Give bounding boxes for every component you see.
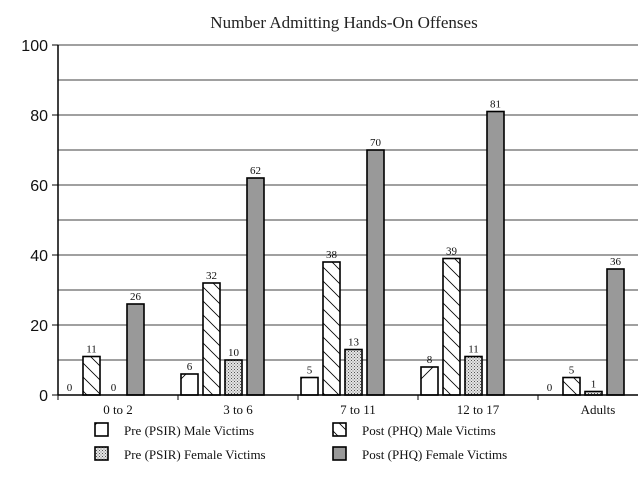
bars: 0 11 0 26 6 32 10 62 5 38 13 70 8 39 11 81 0 5 1 36 (67, 99, 625, 396)
bar (344, 348, 363, 396)
x-tick-label: Adults (581, 402, 616, 417)
data-label: 62 (250, 165, 261, 177)
data-label: 36 (610, 256, 622, 268)
legend-label: Pre (PSIR) Female Victims (124, 447, 266, 462)
bar (562, 376, 581, 396)
bar (202, 282, 221, 396)
y-tick-label: 0 (39, 388, 48, 405)
data-label: 10 (228, 347, 240, 359)
x-tick-label: 12 to 17 (457, 402, 500, 417)
legend-swatch (94, 422, 109, 437)
data-label: 8 (427, 354, 433, 366)
data-label: 81 (490, 99, 501, 111)
bar (486, 110, 505, 396)
data-label: 6 (187, 361, 193, 373)
legend: Pre (PSIR) Male Victims Post (PHQ) Male V… (94, 422, 507, 462)
data-label: 11 (468, 344, 479, 356)
data-label: 13 (348, 337, 360, 349)
y-axis-ticks: 0 20 40 60 80 100 (21, 38, 58, 405)
bar (442, 257, 461, 396)
bar (224, 359, 243, 396)
y-tick-label: 20 (30, 318, 48, 335)
legend-label: Pre (PSIR) Male Victims (124, 423, 254, 438)
bar (246, 177, 265, 396)
data-label: 11 (86, 344, 97, 356)
bar (464, 355, 483, 396)
bar (180, 373, 199, 396)
legend-label: Post (PHQ) Male Victims (362, 423, 496, 438)
legend-label: Post (PHQ) Female Victims (362, 447, 507, 462)
y-tick-label: 100 (21, 38, 48, 55)
data-label: 1 (591, 379, 597, 391)
data-label: 0 (111, 382, 117, 394)
bar (126, 303, 145, 396)
data-label: 0 (67, 382, 73, 394)
x-tick-label: 7 to 11 (340, 402, 376, 417)
data-label: 38 (326, 249, 338, 261)
data-label: 32 (206, 270, 217, 282)
chart-title: Number Admitting Hands-On Offenses (210, 13, 477, 32)
y-tick-label: 80 (30, 108, 48, 125)
data-label: 0 (547, 382, 553, 394)
data-label: 70 (370, 137, 382, 149)
y-tick-label: 40 (30, 248, 48, 265)
data-label: 39 (446, 246, 458, 258)
bar (606, 268, 625, 396)
data-label: 26 (130, 291, 142, 303)
bar (82, 355, 101, 396)
bar (420, 366, 439, 396)
data-label: 5 (569, 365, 575, 377)
legend-swatch (94, 446, 109, 461)
legend-swatch (332, 422, 347, 437)
axes (57, 45, 638, 396)
data-label: 5 (307, 365, 313, 377)
legend-swatch (332, 446, 347, 461)
bar (300, 376, 319, 396)
y-tick-label: 60 (30, 178, 48, 195)
x-tick-label: 0 to 2 (103, 402, 133, 417)
bar (322, 261, 341, 396)
gridlines (58, 44, 638, 361)
x-axis-ticks: 0 to 2 3 to 6 7 to 11 12 to 17 Adults (57, 395, 616, 417)
bar (366, 149, 385, 396)
x-tick-label: 3 to 6 (223, 402, 253, 417)
